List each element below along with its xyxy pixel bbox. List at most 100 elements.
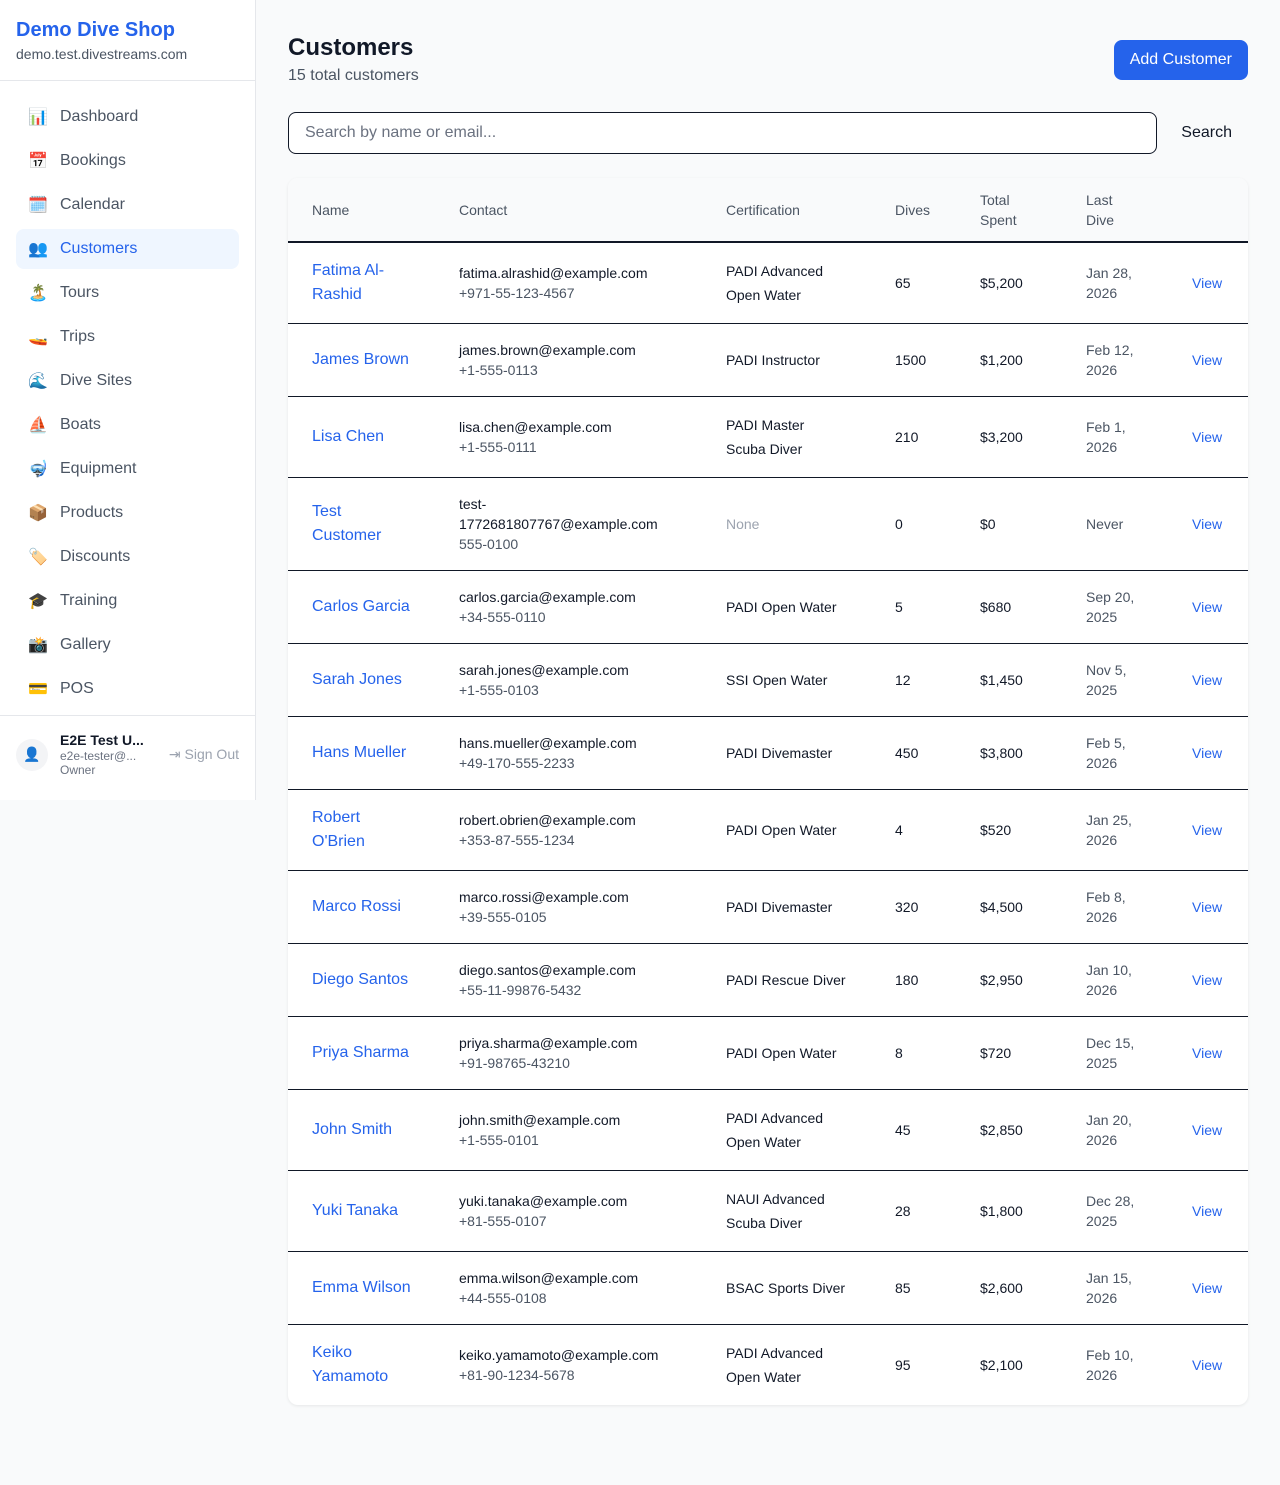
dives: 85 bbox=[871, 1251, 956, 1325]
view-customer-link[interactable]: View bbox=[1192, 745, 1223, 761]
user-role: Owner bbox=[60, 763, 96, 778]
search-button[interactable]: Search bbox=[1157, 124, 1248, 142]
certification: None bbox=[726, 516, 760, 532]
boats-icon: ⛵ bbox=[28, 417, 48, 434]
customer-phone: +91-98765-43210 bbox=[459, 1055, 570, 1071]
certification: PADI Open Water bbox=[726, 599, 837, 615]
customer-name-link[interactable]: Sarah Jones bbox=[312, 671, 402, 688]
sidebar-item-bookings[interactable]: 📅 Bookings bbox=[16, 141, 239, 181]
customer-phone: +1-555-0113 bbox=[459, 362, 538, 378]
column-header: Certification bbox=[702, 178, 871, 243]
customer-phone: +1-555-0111 bbox=[459, 439, 537, 455]
add-customer-button[interactable]: Add Customer bbox=[1113, 40, 1248, 80]
sidebar-item-discounts[interactable]: 🏷️ Discounts bbox=[16, 537, 239, 577]
certification: NAUI Advanced Scuba Diver bbox=[726, 1191, 825, 1231]
view-customer-link[interactable]: View bbox=[1192, 899, 1223, 915]
customer-phone: +353-87-555-1234 bbox=[459, 832, 575, 848]
sidebar-item-label: Dive Sites bbox=[60, 372, 133, 389]
customer-name-link[interactable]: Diego Santos bbox=[312, 971, 409, 988]
table-row: Carlos Garcia carlos.garcia@example.com +… bbox=[288, 570, 1248, 644]
total-spent: $2,100 bbox=[980, 1357, 1023, 1373]
total-spent: $720 bbox=[956, 1016, 1062, 1090]
search-input[interactable] bbox=[288, 112, 1158, 154]
view-customer-link[interactable]: View bbox=[1192, 599, 1223, 615]
sidebar-item-boats[interactable]: ⛵ Boats bbox=[16, 405, 239, 445]
view-customer-link[interactable]: View bbox=[1192, 672, 1223, 688]
customer-name-link[interactable]: Fatima Al-Rashid bbox=[312, 262, 385, 303]
sidebar-item-trips[interactable]: 🚤 Trips bbox=[16, 317, 239, 357]
products-icon: 📦 bbox=[28, 505, 48, 522]
table-row: Priya Sharma priya.sharma@example.com +91… bbox=[288, 1016, 1248, 1090]
shop-name[interactable]: Demo Dive Shop bbox=[16, 19, 175, 41]
sidebar-item-calendar[interactable]: 🗓️ Calendar bbox=[16, 185, 239, 225]
certification: PADI Open Water bbox=[726, 1045, 837, 1061]
sidebar-item-label: Tours bbox=[60, 284, 100, 301]
customer-email: john.smith@example.com bbox=[459, 1112, 621, 1128]
dives: 180 bbox=[871, 943, 956, 1017]
view-customer-link[interactable]: View bbox=[1192, 1045, 1223, 1061]
sidebar-item-training[interactable]: 🎓 Training bbox=[16, 581, 239, 621]
certification: PADI Divemaster bbox=[726, 745, 833, 761]
customers-table-card: Name Contact Certification Dives Total Spent… bbox=[288, 178, 1248, 1405]
view-customer-link[interactable]: View bbox=[1192, 972, 1223, 988]
last-dive: Never bbox=[1086, 516, 1124, 532]
table-row: James Brown james.brown@example.com +1-55… bbox=[288, 323, 1248, 397]
equipment-icon: 🤿 bbox=[28, 461, 48, 478]
customer-email: fatima.alrashid@example.com bbox=[459, 265, 648, 281]
sidebar-item-customers[interactable]: 👥 Customers bbox=[16, 229, 239, 269]
customer-name-link[interactable]: John Smith bbox=[312, 1121, 393, 1138]
customer-name-link[interactable]: Marco Rossi bbox=[312, 898, 401, 915]
customer-name-link[interactable]: Robert O'Brien bbox=[312, 809, 365, 850]
customer-phone: +81-90-1234-5678 bbox=[459, 1367, 575, 1383]
table-row: Test Customer test-1772681807767@example… bbox=[288, 477, 1248, 571]
view-customer-link[interactable]: View bbox=[1192, 275, 1223, 291]
view-customer-link[interactable]: View bbox=[1192, 429, 1223, 445]
customer-name-link[interactable]: James Brown bbox=[312, 351, 409, 368]
total-spent: $1,450 bbox=[956, 643, 1062, 717]
total-spent: $3,200 bbox=[956, 396, 1062, 478]
customer-name-link[interactable]: Priya Sharma bbox=[312, 1044, 409, 1061]
view-customer-link[interactable]: View bbox=[1192, 1122, 1223, 1138]
customer-name-link[interactable]: Yuki Tanaka bbox=[312, 1202, 398, 1219]
sidebar-item-dive-sites[interactable]: 🌊 Dive Sites bbox=[16, 361, 239, 401]
customer-name-link[interactable]: Test Customer bbox=[312, 503, 382, 544]
customer-name-link[interactable]: Lisa Chen bbox=[312, 428, 385, 445]
certification: BSAC Sports Diver bbox=[726, 1280, 846, 1296]
table-row: Fatima Al-Rashid fatima.alrashid@example… bbox=[288, 242, 1248, 324]
table-row: Lisa Chen lisa.chen@example.com +1-555-01… bbox=[288, 396, 1248, 478]
view-customer-link[interactable]: View bbox=[1192, 1203, 1223, 1219]
sidebar-item-pos[interactable]: 💳 POS bbox=[16, 669, 239, 709]
view-customer-link[interactable]: View bbox=[1192, 1357, 1223, 1373]
customer-phone: +34-555-0110 bbox=[459, 609, 546, 625]
view-customer-link[interactable]: View bbox=[1192, 1280, 1223, 1296]
view-customer-link[interactable]: View bbox=[1192, 516, 1223, 532]
customer-name-link[interactable]: Carlos Garcia bbox=[312, 598, 410, 615]
sidebar-item-dashboard[interactable]: 📊 Dashboard bbox=[16, 97, 239, 137]
customer-name-link[interactable]: Hans Mueller bbox=[312, 744, 407, 761]
dives: 320 bbox=[871, 870, 956, 944]
sidebar-item-gallery[interactable]: 📸 Gallery bbox=[16, 625, 239, 665]
gallery-icon: 📸 bbox=[28, 637, 48, 654]
table-row: Keiko Yamamoto keiko.yamamoto@example.co… bbox=[288, 1325, 1248, 1406]
sidebar-item-equipment[interactable]: 🤿 Equipment bbox=[16, 449, 239, 489]
view-customer-link[interactable]: View bbox=[1192, 822, 1223, 838]
dives: 450 bbox=[871, 716, 956, 790]
customer-phone: +39-555-0105 bbox=[459, 909, 547, 925]
brand: Demo Dive Shop demo.test.divestreams.com bbox=[0, 0, 255, 81]
table-row: Marco Rossi marco.rossi@example.com +39-5… bbox=[288, 870, 1248, 944]
sign-out-button[interactable]: ⇥ Sign Out bbox=[168, 746, 239, 763]
main-content: Customers 15 total customers Add Custome… bbox=[288, 32, 1248, 1405]
view-customer-link[interactable]: View bbox=[1192, 352, 1223, 368]
discounts-icon: 🏷️ bbox=[28, 549, 48, 566]
sidebar-item-label: POS bbox=[60, 680, 94, 697]
customer-name-link[interactable]: Keiko Yamamoto bbox=[312, 1344, 389, 1385]
column-header-actions bbox=[1168, 178, 1248, 243]
sidebar-item-products[interactable]: 📦 Products bbox=[16, 493, 239, 533]
total-spent: $2,950 bbox=[956, 943, 1062, 1017]
customer-name-link[interactable]: Emma Wilson bbox=[312, 1279, 411, 1296]
user-name: E2E Test U... bbox=[60, 732, 144, 748]
customer-email: emma.wilson@example.com bbox=[459, 1270, 639, 1286]
shop-domain: demo.test.divestreams.com bbox=[16, 46, 188, 62]
sidebar-item-tours[interactable]: 🏝️ Tours bbox=[16, 273, 239, 313]
column-header: Dives bbox=[871, 178, 956, 243]
